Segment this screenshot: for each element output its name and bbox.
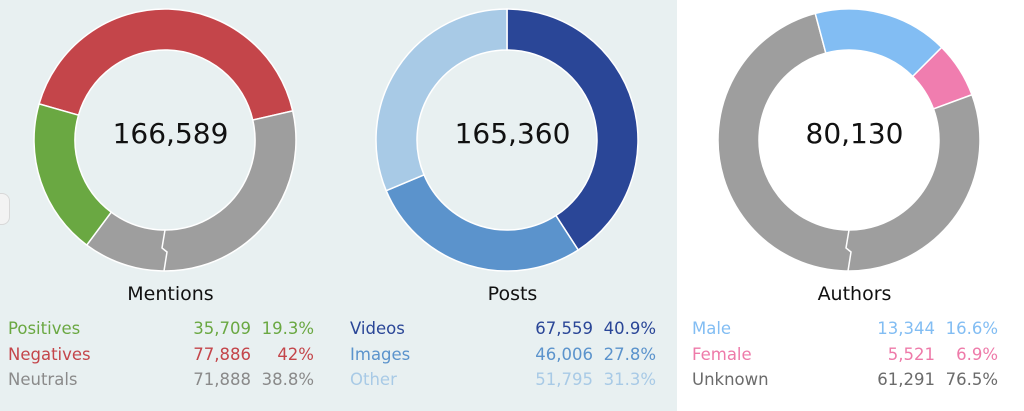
donut-slice-neutrals[interactable] [85, 110, 297, 272]
donut-slice-positives[interactable] [33, 102, 113, 247]
legend-row[interactable]: Other 51,795 31.3% [350, 367, 656, 393]
donut-posts[interactable] [342, 0, 683, 290]
legend-percent: 42% [277, 344, 314, 364]
legend-percent: 19.3% [261, 319, 314, 338]
legend-value: 46,006 [535, 344, 593, 364]
legend-value: 77,886 [193, 344, 251, 364]
legend-label: Images [350, 344, 411, 364]
total-authors: 80,130 [805, 117, 904, 150]
donut-slice-male[interactable] [814, 8, 943, 78]
axis-break-mark [845, 229, 852, 272]
legend-percent: 76.5% [945, 370, 998, 389]
chart-authors: 80,130 Authors Male 13,344 16.6% Female … [684, 0, 1024, 411]
legend-value: 5,521 [887, 344, 935, 364]
legend-percent: 27.8% [603, 344, 656, 364]
legend-label: Male [692, 319, 732, 338]
total-posts: 165,360 [454, 117, 571, 150]
donut-slice-negatives[interactable] [38, 8, 294, 121]
legend-value: 61,291 [877, 370, 935, 389]
legend-mentions: Positives 35,709 19.3% Negatives 77,886 … [8, 316, 314, 393]
legend-row[interactable]: Female 5,521 6.9% [692, 342, 998, 368]
donut-slice-images[interactable] [385, 173, 580, 272]
donut-authors[interactable] [684, 0, 1024, 290]
legend-label: Other [350, 370, 397, 389]
legend-label: Neutrals [8, 370, 78, 389]
legend-percent: 40.9% [603, 319, 656, 338]
legend-value: 35,709 [193, 319, 251, 338]
chart-posts: 165,360 Posts Videos 67,559 40.9% Images… [342, 0, 683, 411]
legend-label: Positives [8, 319, 81, 338]
legend-value: 13,344 [877, 319, 935, 338]
legend-value: 71,888 [193, 370, 251, 389]
title-authors: Authors [817, 283, 892, 305]
legend-row[interactable]: Negatives 77,886 42% [8, 342, 314, 368]
donut-slice-other[interactable] [375, 8, 508, 192]
legend-label: Negatives [8, 344, 91, 364]
legend-row[interactable]: Neutrals 71,888 38.8% [8, 367, 314, 393]
legend-label: Unknown [692, 370, 769, 389]
legend-row[interactable]: Positives 35,709 19.3% [8, 316, 314, 342]
legend-authors: Male 13,344 16.6% Female 5,521 6.9% Unkn… [692, 316, 998, 393]
donut-slice-videos[interactable] [506, 8, 639, 252]
total-mentions: 166,589 [112, 117, 229, 150]
legend-percent: 31.3% [603, 370, 656, 389]
donut-mentions[interactable] [0, 0, 341, 290]
title-posts: Posts [487, 283, 538, 305]
legend-posts: Videos 67,559 40.9% Images 46,006 27.8% … [350, 316, 656, 393]
donut-slice-unknown[interactable] [717, 12, 981, 272]
legend-percent: 16.6% [945, 319, 998, 338]
title-mentions: Mentions [127, 283, 214, 305]
legend-label: Female [692, 344, 752, 364]
axis-break-mark [161, 229, 168, 272]
legend-row[interactable]: Images 46,006 27.8% [350, 342, 656, 368]
legend-percent: 38.8% [261, 370, 314, 389]
legend-row[interactable]: Unknown 61,291 76.5% [692, 367, 998, 393]
legend-label: Videos [350, 319, 405, 338]
legend-value: 51,795 [535, 370, 593, 389]
legend-percent: 6.9% [956, 344, 998, 364]
chart-mentions: 166,589 Mentions Positives 35,709 19.3% … [0, 0, 341, 411]
legend-row[interactable]: Male 13,344 16.6% [692, 316, 998, 342]
legend-row[interactable]: Videos 67,559 40.9% [350, 316, 656, 342]
legend-value: 67,559 [535, 319, 593, 338]
